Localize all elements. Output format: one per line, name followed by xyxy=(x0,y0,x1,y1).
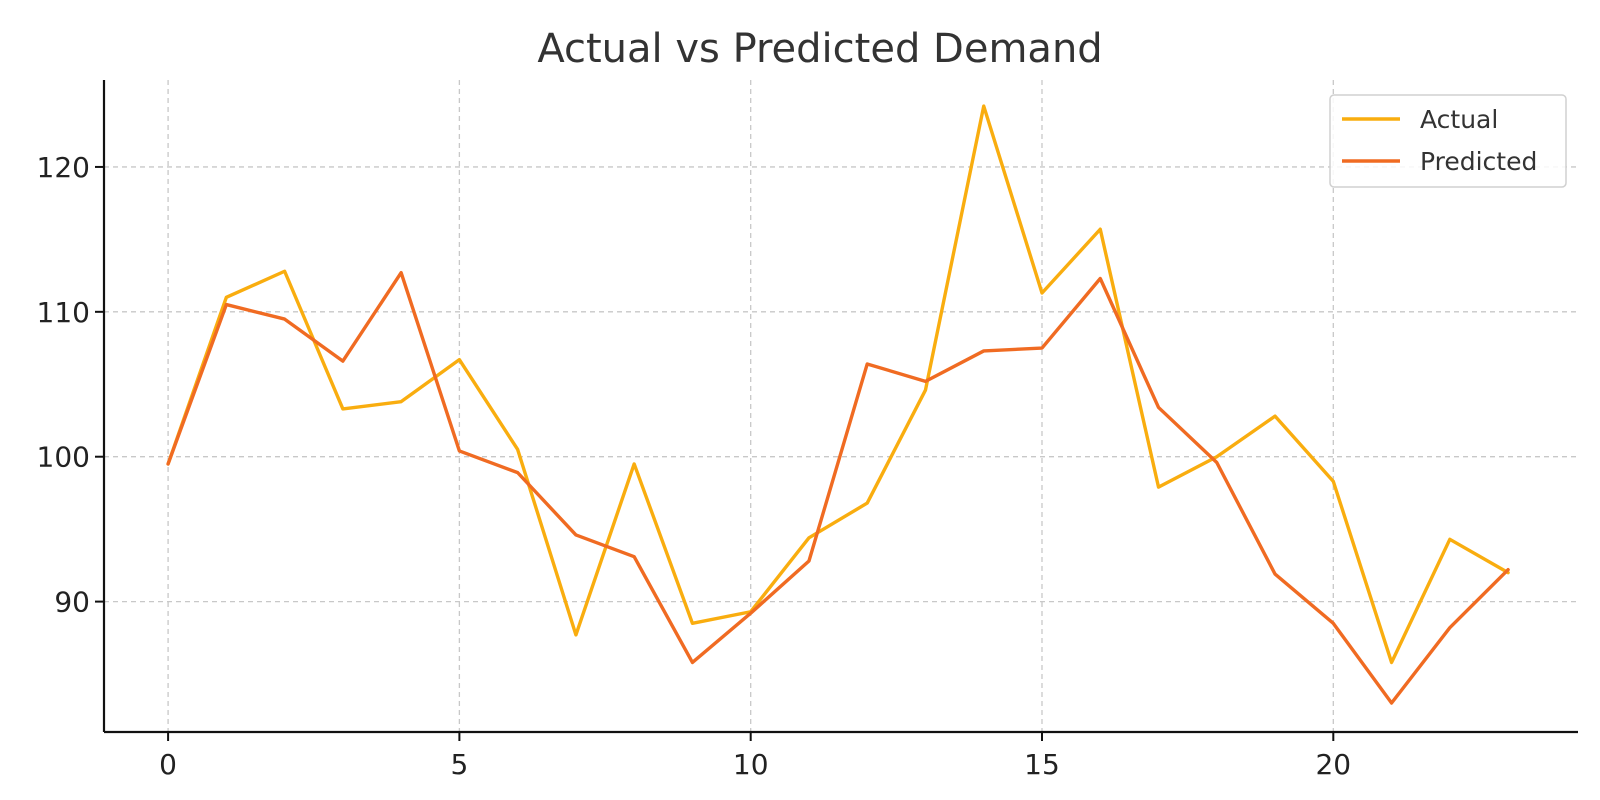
x-tick-label: 15 xyxy=(1024,748,1060,781)
y-tick-label: 110 xyxy=(37,296,90,329)
legend-label-actual: Actual xyxy=(1420,105,1498,134)
series-line-actual xyxy=(166,104,1510,665)
x-tick-label: 10 xyxy=(733,748,769,781)
series-line-predicted xyxy=(166,271,1510,705)
x-tick-label: 0 xyxy=(159,748,177,781)
legend: Actual Predicted xyxy=(1329,94,1567,188)
y-tick-label: 90 xyxy=(54,586,90,619)
y-axis-ticks: 90 100 110 120 xyxy=(37,151,104,619)
series-lines xyxy=(166,104,1510,705)
x-axis-ticks: 0 5 10 15 20 xyxy=(159,732,1351,781)
chart-title: Actual vs Predicted Demand xyxy=(537,26,1102,72)
legend-label-predicted: Predicted xyxy=(1420,147,1537,176)
x-tick-label: 20 xyxy=(1315,748,1351,781)
y-tick-label: 100 xyxy=(37,441,90,474)
grid xyxy=(104,80,1578,732)
x-tick-label: 5 xyxy=(450,748,468,781)
y-tick-label: 120 xyxy=(37,151,90,184)
